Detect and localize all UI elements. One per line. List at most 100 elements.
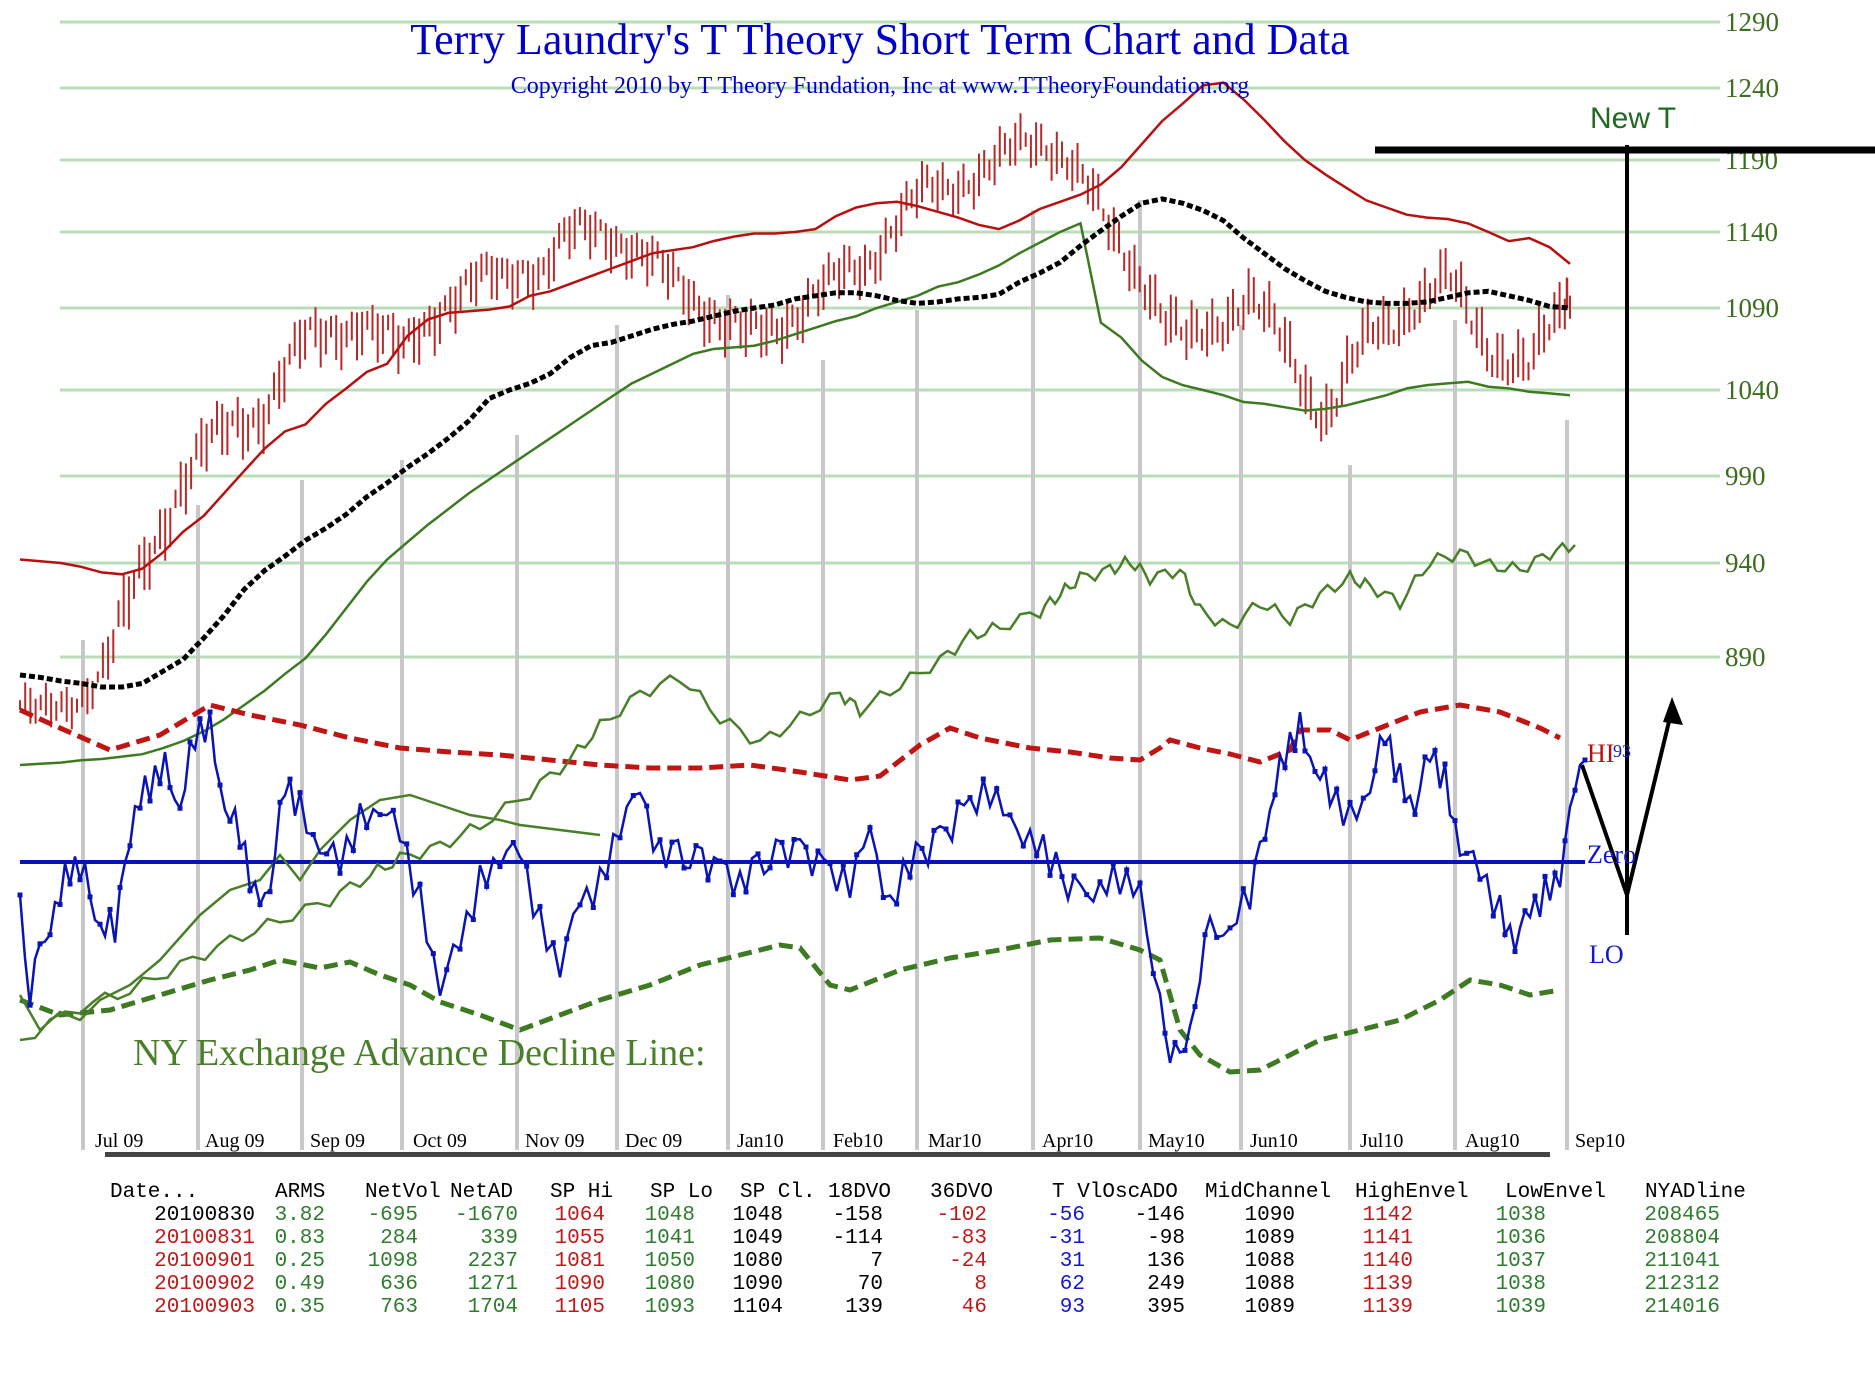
osc-point bbox=[1452, 818, 1458, 824]
table-cell: 1055 bbox=[555, 1227, 605, 1250]
zero-label: Zero bbox=[1587, 840, 1636, 869]
osc-point bbox=[1172, 1040, 1178, 1046]
osc-point bbox=[237, 844, 243, 850]
osc-point bbox=[854, 852, 860, 858]
osc-point bbox=[1334, 786, 1340, 792]
x-axis-label: Sep 09 bbox=[310, 1130, 365, 1152]
ny-ad-line bbox=[19, 541, 1576, 1042]
table-cell: 1140 bbox=[1363, 1250, 1413, 1273]
osc-point bbox=[127, 843, 133, 849]
osc-point bbox=[1084, 892, 1090, 898]
osc-point bbox=[97, 921, 103, 927]
table-header: NetVol bbox=[365, 1181, 441, 1204]
osc-point bbox=[187, 739, 193, 745]
new-t-label: New T bbox=[1590, 102, 1676, 135]
osc-point bbox=[1552, 870, 1558, 876]
lo-label: LO bbox=[1589, 940, 1624, 969]
osc-point bbox=[1059, 874, 1065, 880]
grid-lines bbox=[60, 20, 1720, 659]
osc-point bbox=[919, 845, 925, 851]
table-cell: 1039 bbox=[1496, 1296, 1546, 1319]
osc-point bbox=[994, 786, 1000, 792]
y-tick-label: 1140 bbox=[1725, 217, 1778, 247]
table-cell: 0.83 bbox=[275, 1227, 325, 1250]
table-cell: -83 bbox=[949, 1227, 987, 1250]
osc-point bbox=[1262, 836, 1268, 842]
osc-low-envelope bbox=[19, 935, 1561, 1075]
table-cell: 136 bbox=[1147, 1250, 1185, 1273]
table-cell: 0.49 bbox=[275, 1273, 325, 1296]
table-cell: 1048 bbox=[645, 1204, 695, 1227]
table-cell: -146 bbox=[1135, 1204, 1185, 1227]
table-cell: -158 bbox=[833, 1204, 883, 1227]
osc-point bbox=[1432, 747, 1438, 753]
table-cell: 1080 bbox=[645, 1273, 695, 1296]
table-cell: 20100830 bbox=[154, 1204, 255, 1227]
osc-point bbox=[87, 894, 93, 900]
table-cell: 1704 bbox=[468, 1296, 518, 1319]
table-cell: 7 bbox=[870, 1250, 883, 1273]
osc-point bbox=[1227, 925, 1233, 931]
osc-point bbox=[880, 895, 886, 900]
table-header: T VlOsc bbox=[1052, 1181, 1140, 1204]
table-cell: 1093 bbox=[645, 1296, 695, 1319]
osc-point bbox=[1097, 879, 1103, 885]
osc-point bbox=[537, 904, 543, 910]
table-cell: 1037 bbox=[1496, 1250, 1546, 1273]
table-cell: 1105 bbox=[555, 1296, 605, 1319]
osc-point bbox=[717, 858, 723, 864]
table-cell: -695 bbox=[368, 1204, 418, 1227]
x-axis-label: Nov 09 bbox=[525, 1130, 584, 1152]
table-cell: -24 bbox=[949, 1250, 987, 1273]
osc-point bbox=[67, 881, 73, 887]
osc-point bbox=[617, 835, 623, 841]
osc-point bbox=[177, 805, 183, 811]
table-cell: 1038 bbox=[1496, 1273, 1546, 1296]
table-cell: 1080 bbox=[733, 1250, 783, 1273]
osc-point bbox=[1150, 971, 1156, 977]
osc-point bbox=[1110, 861, 1116, 866]
table-header: NetAD bbox=[450, 1181, 513, 1204]
osc-point bbox=[137, 805, 143, 811]
x-axis-label: Apr10 bbox=[1042, 1130, 1093, 1152]
osc-point bbox=[894, 901, 900, 907]
table-cell: 1090 bbox=[1245, 1204, 1295, 1227]
ad-line-label: NY Exchange Advance Decline Line: bbox=[133, 1032, 706, 1074]
osc-point bbox=[1512, 949, 1518, 954]
osc-point bbox=[791, 837, 797, 842]
osc-point bbox=[815, 848, 821, 854]
table-cell: 1141 bbox=[1363, 1227, 1413, 1250]
osc-point bbox=[47, 932, 53, 938]
table-cell: 139 bbox=[845, 1296, 883, 1319]
osc-point bbox=[590, 905, 596, 910]
osc-point bbox=[955, 799, 961, 805]
osc-point bbox=[577, 902, 583, 908]
osc-point bbox=[510, 840, 516, 845]
osc-point bbox=[1502, 932, 1508, 938]
x-axis-label: Feb10 bbox=[833, 1130, 883, 1152]
osc-point bbox=[1182, 1047, 1188, 1053]
table-cell: 1050 bbox=[645, 1250, 695, 1273]
osc-point bbox=[755, 851, 761, 857]
osc-point bbox=[217, 782, 223, 788]
table-header: ARMS bbox=[275, 1181, 325, 1204]
table-cell: 1139 bbox=[1363, 1273, 1413, 1296]
table-cell: 2237 bbox=[468, 1250, 518, 1273]
table-cell: -1670 bbox=[455, 1204, 518, 1227]
table-cell: 212312 bbox=[1644, 1273, 1720, 1296]
y-tick-label: 940 bbox=[1725, 548, 1766, 578]
y-tick-label: 1290 bbox=[1725, 7, 1779, 37]
x-axis-label: Sep10 bbox=[1575, 1130, 1625, 1152]
osc-point bbox=[430, 951, 436, 957]
x-axis-label: Dec 09 bbox=[625, 1130, 682, 1152]
osc-point bbox=[417, 881, 423, 887]
osc-point bbox=[37, 941, 43, 947]
osc-point bbox=[287, 776, 293, 782]
osc-point bbox=[980, 776, 986, 782]
osc-point bbox=[1464, 850, 1470, 856]
table-header: 18DVO bbox=[828, 1181, 891, 1204]
table-cell: 20100902 bbox=[154, 1273, 255, 1296]
table-cell: -102 bbox=[937, 1204, 987, 1227]
